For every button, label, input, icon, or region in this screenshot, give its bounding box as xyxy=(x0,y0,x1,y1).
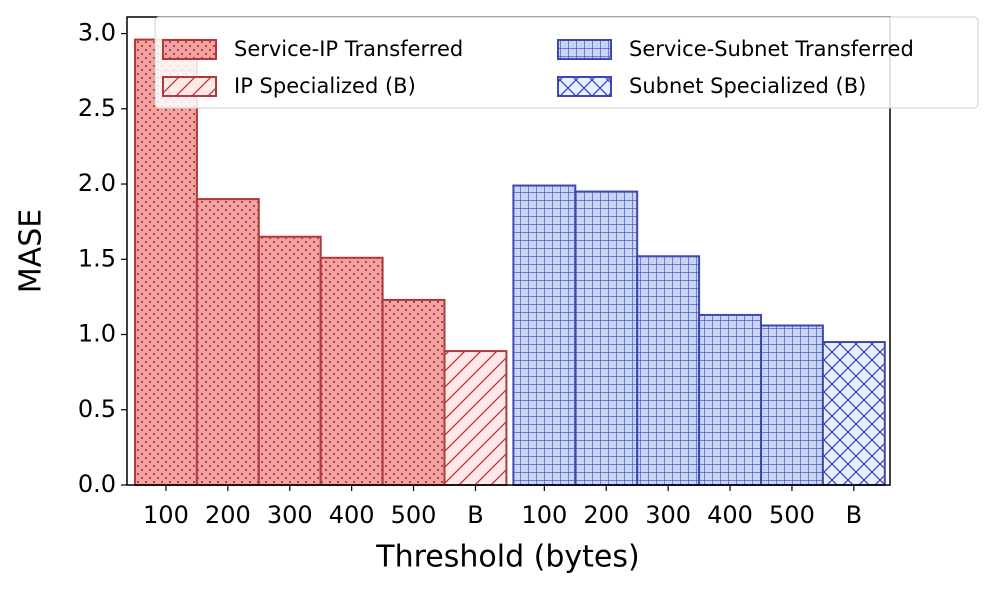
bar xyxy=(195,198,260,487)
legend-swatch xyxy=(162,39,217,60)
legend-swatch xyxy=(557,76,612,97)
legend-box xyxy=(154,16,979,109)
bar xyxy=(574,190,639,486)
bar xyxy=(760,324,824,486)
legend-label: Service-IP Transferred xyxy=(234,37,463,61)
y-tick-label: 0.5 xyxy=(78,395,116,423)
x-tick-label: 200 xyxy=(583,501,629,529)
x-tick-label: 500 xyxy=(391,501,437,529)
y-tick-label: 3.0 xyxy=(78,19,116,47)
x-tick-label: 200 xyxy=(205,501,251,529)
bar xyxy=(257,235,322,486)
x-tick-label: B xyxy=(846,501,862,529)
x-axis-label: Threshold (bytes) xyxy=(375,540,639,575)
x-tick-label: 300 xyxy=(267,501,313,529)
bar xyxy=(636,255,701,486)
y-tick-label: 2.5 xyxy=(78,94,116,122)
bar xyxy=(443,350,508,486)
bar xyxy=(512,184,577,486)
y-tick-label: 1.5 xyxy=(78,244,116,272)
y-tick-label: 2.0 xyxy=(78,169,116,197)
legend-swatch xyxy=(162,76,217,97)
legend: Service-IP Transferred IP Specialized (B)… xyxy=(154,16,979,109)
x-tick-label: 100 xyxy=(521,501,567,529)
y-tick-label: 1.0 xyxy=(78,320,116,348)
x-tick-label: 400 xyxy=(707,501,753,529)
legend-label: IP Specialized (B) xyxy=(234,74,416,98)
x-tick-label: 400 xyxy=(329,501,375,529)
bar xyxy=(381,298,446,486)
x-tick-label: 500 xyxy=(769,501,815,529)
x-tick-label: 100 xyxy=(143,501,189,529)
y-tick-label: 0.0 xyxy=(78,470,116,498)
x-tick-label: B xyxy=(467,501,483,529)
legend-label: Service-Subnet Transferred xyxy=(629,37,914,61)
x-tick-label: 300 xyxy=(645,501,691,529)
bar xyxy=(821,341,886,487)
bar xyxy=(698,313,762,486)
y-axis-label: MASE xyxy=(14,209,49,293)
bar xyxy=(319,256,384,486)
legend-swatch xyxy=(557,39,612,60)
legend-label: Subnet Specialized (B) xyxy=(629,74,866,98)
